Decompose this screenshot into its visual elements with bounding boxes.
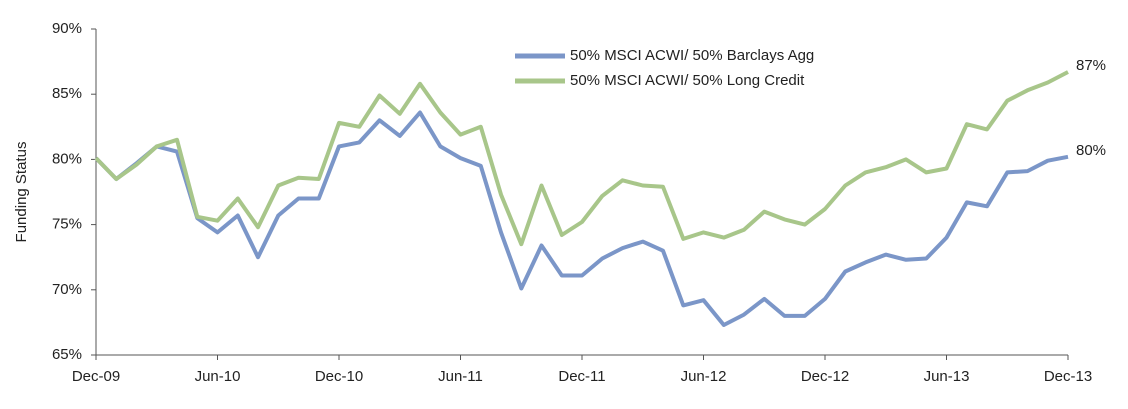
value-label: 87% [1076, 57, 1106, 74]
x-tick-label: Dec-13 [1044, 368, 1092, 385]
x-tick-label: Dec-10 [315, 368, 363, 385]
series-line [94, 110, 1069, 327]
value-label: 80% [1076, 142, 1106, 159]
y-tick-label: 85% [52, 85, 82, 102]
x-tick-label: Jun-11 [438, 368, 483, 385]
y-tick-label: 80% [52, 150, 82, 167]
x-tick-label: Dec-12 [801, 368, 849, 385]
y-tick-label: 65% [52, 346, 82, 363]
series-line [94, 70, 1069, 247]
y-tick-label: 75% [52, 216, 82, 233]
x-tick-label: Jun-10 [195, 368, 241, 385]
legend-label: 50% MSCI ACWI/ 50% Long Credit [570, 72, 805, 89]
x-tick-label: Jun-13 [924, 368, 970, 385]
x-tick-label: Dec-11 [558, 368, 605, 385]
x-tick-label: Dec-09 [72, 368, 120, 385]
y-tick-label: 90% [52, 20, 82, 37]
y-tick-label: 70% [52, 281, 82, 298]
x-tick-label: Jun-12 [681, 368, 727, 385]
legend-label: 50% MSCI ACWI/ 50% Barclays Agg [570, 47, 814, 64]
y-axis-label: Funding Status [13, 142, 30, 243]
